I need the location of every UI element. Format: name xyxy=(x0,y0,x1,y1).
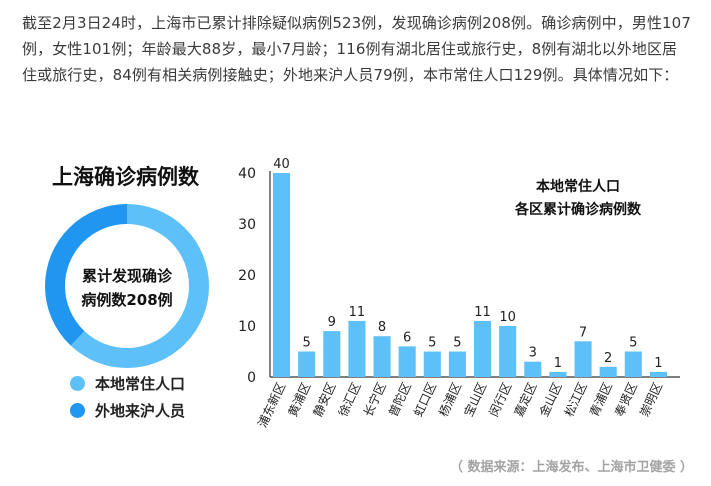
bar xyxy=(298,351,316,377)
y-tick-label: 40 xyxy=(238,166,256,182)
x-category-label: 黄浦区 xyxy=(285,380,313,419)
bar xyxy=(524,361,542,377)
bar-value-label: 5 xyxy=(453,336,461,351)
bar xyxy=(474,320,492,377)
x-category-label: 嘉定区 xyxy=(511,380,540,419)
bar-value-label: 11 xyxy=(349,305,366,320)
bar xyxy=(423,351,441,377)
bar-chart-subtitle: 各区累计确诊病例数 xyxy=(514,201,642,218)
x-category-label: 普陀区 xyxy=(385,380,414,419)
bar xyxy=(599,366,617,377)
bar-value-label: 11 xyxy=(474,305,491,320)
bar-value-label: 2 xyxy=(604,351,612,366)
bar xyxy=(448,351,466,377)
bar-value-label: 10 xyxy=(499,310,516,325)
y-tick-label: 10 xyxy=(238,319,256,335)
y-tick-label: 30 xyxy=(238,217,256,233)
bar xyxy=(398,346,416,377)
bar xyxy=(323,331,341,377)
donut-center-line2: 病例数208例 xyxy=(81,291,172,309)
x-category-label: 宝山区 xyxy=(461,380,489,419)
bar xyxy=(649,371,667,377)
bar-value-label: 6 xyxy=(403,330,411,345)
bar-value-label: 5 xyxy=(303,336,311,351)
bar xyxy=(549,371,567,377)
data-source-note: （ 数据来源：上海发布、上海市卫健委 ） xyxy=(449,460,693,475)
bar xyxy=(574,341,592,377)
bar xyxy=(273,173,291,377)
x-category-label: 崇明区 xyxy=(637,380,665,419)
legend-label-local: 本地常住人口 xyxy=(95,375,186,393)
legend-item-nonlocal: 外地来沪人员 xyxy=(70,400,185,421)
bar-value-label: 7 xyxy=(579,325,587,340)
x-category-label: 杨浦区 xyxy=(435,380,464,419)
bar xyxy=(499,326,517,377)
x-category-label: 静安区 xyxy=(310,380,339,419)
donut-slice-1 xyxy=(45,204,209,368)
donut-title: 上海确诊病例数 xyxy=(52,165,199,189)
bar-chart-title: 本地常住人口 xyxy=(536,178,620,195)
x-category-label: 虹口区 xyxy=(411,380,439,419)
bar xyxy=(624,351,642,377)
y-tick-label: 20 xyxy=(238,268,256,284)
x-category-label: 奉贤区 xyxy=(612,380,640,419)
donut-center-line1: 累计发现确诊 xyxy=(82,267,173,285)
bar-value-label: 5 xyxy=(428,336,436,351)
infographic-card: 上海确诊病例数 累计发现确诊 病例数208例 本地常住人口 外地来沪人员 0 10… xyxy=(22,125,694,445)
legend-label-nonlocal: 外地来沪人员 xyxy=(95,402,186,420)
x-category-label: 松江区 xyxy=(562,380,590,419)
bar-value-label: 3 xyxy=(529,346,537,361)
bar-value-label: 5 xyxy=(629,336,637,351)
y-tick-label: 0 xyxy=(247,370,256,386)
legend-dot-local xyxy=(70,376,85,391)
bar-value-label: 1 xyxy=(654,356,662,371)
x-category-label: 徐汇区 xyxy=(335,380,364,419)
bar xyxy=(373,336,391,377)
donut-chart: 累计发现确诊 病例数208例 xyxy=(45,204,209,368)
legend-item-local: 本地常住人口 xyxy=(70,373,185,394)
legend-dot-nonlocal xyxy=(70,403,85,418)
x-category-label: 闵行区 xyxy=(486,380,515,419)
donut-legend: 本地常住人口 外地来沪人员 xyxy=(70,373,185,427)
bar-value-label: 40 xyxy=(273,157,290,172)
bar-value-label: 8 xyxy=(378,320,386,335)
x-category-label: 浦东新区 xyxy=(254,380,288,430)
bar-value-label: 1 xyxy=(554,356,562,371)
x-category-label: 长宁区 xyxy=(360,380,389,419)
intro-paragraph: 截至2月3日24时，上海市已累计排除疑似病例523例，发现确诊病例208例。确诊… xyxy=(22,14,691,84)
bar-value-label: 9 xyxy=(328,315,336,330)
x-category-label: 金山区 xyxy=(536,380,565,419)
bar xyxy=(348,320,366,377)
x-category-label: 青浦区 xyxy=(587,380,615,419)
